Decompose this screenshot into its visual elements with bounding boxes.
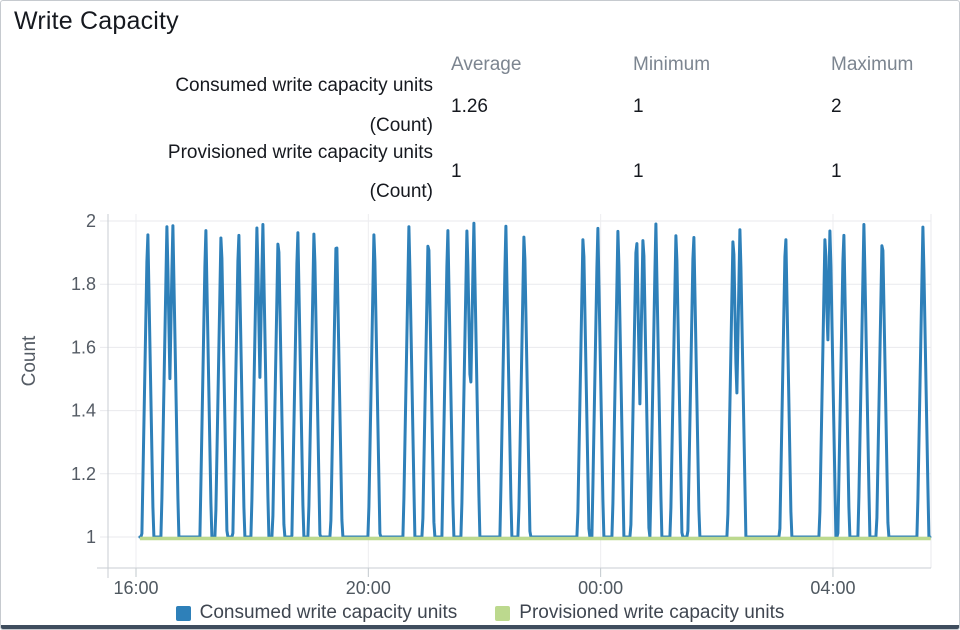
legend-item-provisioned[interactable]: Provisioned write capacity units — [495, 602, 784, 624]
stats-provisioned-maximum: 1 — [831, 161, 842, 182]
stats-consumed-average: 1.26 — [451, 96, 488, 117]
x-tick-label: 00:00 — [578, 578, 623, 598]
stats-provisioned-average: 1 — [451, 161, 462, 182]
x-tick-label: 16:00 — [113, 578, 158, 598]
stats-col-minimum: Minimum — [633, 54, 711, 75]
stats-row-provisioned-label: Provisioned write capacity units — [167, 142, 433, 163]
legend-label-consumed: Consumed write capacity units — [199, 602, 458, 623]
stats-col-average: Average — [451, 54, 522, 75]
chart-legend: Consumed write capacity units Provisione… — [1, 602, 959, 624]
panel-title: Write Capacity — [14, 7, 179, 35]
stats-col-maximum: Maximum — [831, 54, 914, 75]
y-tick-label: 2 — [86, 211, 96, 231]
stats-row-consumed-unit: (Count) — [369, 115, 433, 136]
consumed-series-swatch-icon — [175, 605, 191, 621]
y-axis-title: Count — [19, 335, 40, 386]
y-tick-label: 1.8 — [71, 274, 96, 294]
stats-row-consumed-label: Consumed write capacity units — [175, 75, 433, 96]
legend-label-provisioned: Provisioned write capacity units — [519, 602, 785, 623]
x-tick-label: 20:00 — [346, 578, 391, 598]
provisioned-series-swatch-icon — [495, 605, 511, 621]
bottom-divider — [1, 625, 959, 629]
y-tick-label: 1 — [86, 527, 96, 547]
stats-provisioned-minimum: 1 — [633, 161, 644, 182]
legend-item-consumed[interactable]: Consumed write capacity units — [175, 602, 458, 624]
consumed-series-line — [138, 221, 932, 539]
y-tick-label: 1.4 — [71, 401, 96, 421]
y-tick-label: 1.2 — [71, 464, 96, 484]
stats-consumed-maximum: 2 — [831, 96, 842, 117]
stats-consumed-minimum: 1 — [633, 96, 644, 117]
y-tick-label: 1.6 — [71, 337, 96, 357]
x-tick-label: 04:00 — [810, 578, 855, 598]
stats-row-provisioned-unit: (Count) — [369, 181, 433, 202]
